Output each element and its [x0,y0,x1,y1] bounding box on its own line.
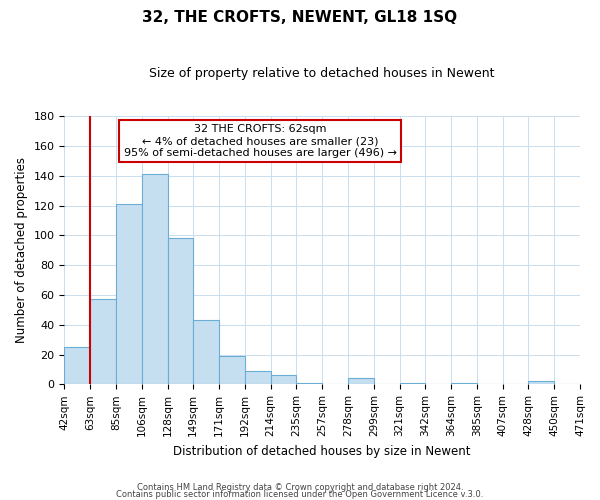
Bar [529,382,554,384]
Bar [348,378,374,384]
Text: Contains public sector information licensed under the Open Government Licence v.: Contains public sector information licen… [116,490,484,499]
Bar [296,383,322,384]
Bar [64,347,90,385]
Bar [90,300,116,384]
Bar [271,376,296,384]
Bar [219,356,245,384]
Text: Contains HM Land Registry data © Crown copyright and database right 2024.: Contains HM Land Registry data © Crown c… [137,484,463,492]
Bar [142,174,167,384]
Text: 32, THE CROFTS, NEWENT, GL18 1SQ: 32, THE CROFTS, NEWENT, GL18 1SQ [142,10,458,25]
Title: Size of property relative to detached houses in Newent: Size of property relative to detached ho… [149,68,495,80]
Bar [193,320,219,384]
Bar [245,371,271,384]
X-axis label: Distribution of detached houses by size in Newent: Distribution of detached houses by size … [173,444,471,458]
Bar [451,383,477,384]
Bar [167,238,193,384]
Text: 32 THE CROFTS: 62sqm
← 4% of detached houses are smaller (23)
95% of semi-detach: 32 THE CROFTS: 62sqm ← 4% of detached ho… [124,124,397,158]
Bar [400,383,425,384]
Bar [116,204,142,384]
Y-axis label: Number of detached properties: Number of detached properties [15,158,28,344]
